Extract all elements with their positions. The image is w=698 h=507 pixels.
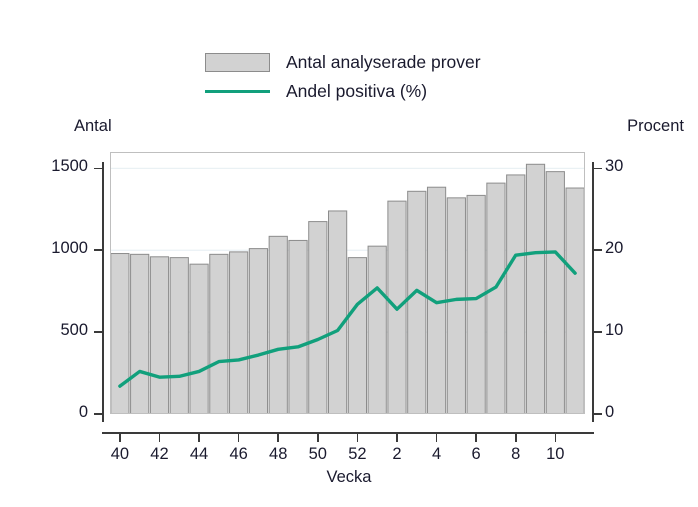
x-tick-label: 2 <box>392 445 402 463</box>
legend-label-bars: Antal analyserade prover <box>286 52 481 72</box>
x-tick-label: 8 <box>511 445 521 463</box>
legend-label-line: Andel positiva (%) <box>286 81 428 101</box>
bar <box>545 171 565 414</box>
x-tick-label: 46 <box>229 445 248 463</box>
bar <box>110 253 130 414</box>
bar <box>248 248 269 414</box>
chart-canvas <box>110 152 585 414</box>
bar <box>506 174 526 414</box>
bar <box>229 251 249 414</box>
legend-swatch-line-icon <box>205 90 270 93</box>
x-tick-mark <box>198 434 200 442</box>
x-tick-label: 40 <box>110 445 130 463</box>
plot-area <box>110 152 585 414</box>
bar <box>486 182 506 414</box>
x-tick-label: 52 <box>348 445 367 463</box>
chart-legend: Antal analyserade prover Andel positiva … <box>205 48 535 106</box>
x-tick-mark <box>396 434 398 442</box>
y-tick-label-right: 20 <box>605 239 624 258</box>
x-axis-spine <box>102 432 594 434</box>
y-tick-mark-right <box>594 249 602 252</box>
legend-item-line: Andel positiva (%) <box>205 77 535 106</box>
y-tick-label-right: 0 <box>605 403 615 421</box>
x-tick-mark <box>514 434 517 442</box>
x-tick-mark <box>277 434 280 442</box>
bar <box>328 210 348 414</box>
y-tick-label-right: 30 <box>605 157 624 176</box>
y-tick-mark-right <box>594 167 602 170</box>
bar <box>565 187 585 414</box>
x-tick-mark <box>158 434 161 442</box>
x-tick-mark <box>317 434 319 442</box>
bar <box>466 194 486 414</box>
bar <box>367 245 387 414</box>
bar <box>169 257 189 414</box>
y-axis-left-spine <box>102 162 104 422</box>
x-tick-mark <box>475 434 477 442</box>
x-tick-label: 6 <box>471 445 481 463</box>
bar <box>149 256 170 414</box>
x-tick-label: 44 <box>189 445 209 463</box>
x-tick-label: 10 <box>546 445 565 463</box>
y-tick-mark-right <box>594 413 602 415</box>
x-tick-mark <box>356 434 359 442</box>
x-tick-mark <box>435 434 438 442</box>
y-axis-right-title: Procent <box>627 117 684 135</box>
y-tick-label-left: 0 <box>78 403 88 421</box>
y-tick-mark-left <box>94 249 102 252</box>
y-tick-mark-left <box>94 167 102 170</box>
trend-line <box>118 250 577 388</box>
x-tick-label: 42 <box>150 445 169 463</box>
x-tick-label: 4 <box>431 445 442 463</box>
x-tick-label: 50 <box>308 445 327 463</box>
plot-frame <box>110 152 585 414</box>
bar <box>407 190 427 414</box>
legend-item-bars: Antal analyserade prover <box>205 48 535 77</box>
legend-swatch-bar-icon <box>205 53 270 72</box>
y-tick-mark-left <box>94 413 102 415</box>
bar <box>525 163 546 414</box>
bar <box>347 257 367 414</box>
x-tick-mark <box>119 434 121 442</box>
x-tick-label: 48 <box>269 445 288 463</box>
y-tick-label-left: 500 <box>60 321 88 340</box>
bar <box>130 253 150 414</box>
y-axis-left-title: Antal <box>74 117 112 135</box>
y-tick-mark-right <box>594 331 602 333</box>
bar <box>288 239 308 414</box>
bar <box>308 221 328 414</box>
bar <box>268 235 288 414</box>
bar <box>446 197 466 414</box>
y-axis-right-spine <box>592 162 594 422</box>
y-tick-label-left: 1500 <box>51 157 88 176</box>
x-tick-mark <box>237 434 240 442</box>
y-tick-label-right: 10 <box>605 321 624 340</box>
y-tick-label-left: 1000 <box>51 239 88 258</box>
bar <box>189 263 209 414</box>
y-tick-mark-left <box>94 331 102 333</box>
x-tick-mark <box>554 434 557 442</box>
x-axis-title: Vecka <box>326 468 372 486</box>
bar <box>209 253 229 414</box>
